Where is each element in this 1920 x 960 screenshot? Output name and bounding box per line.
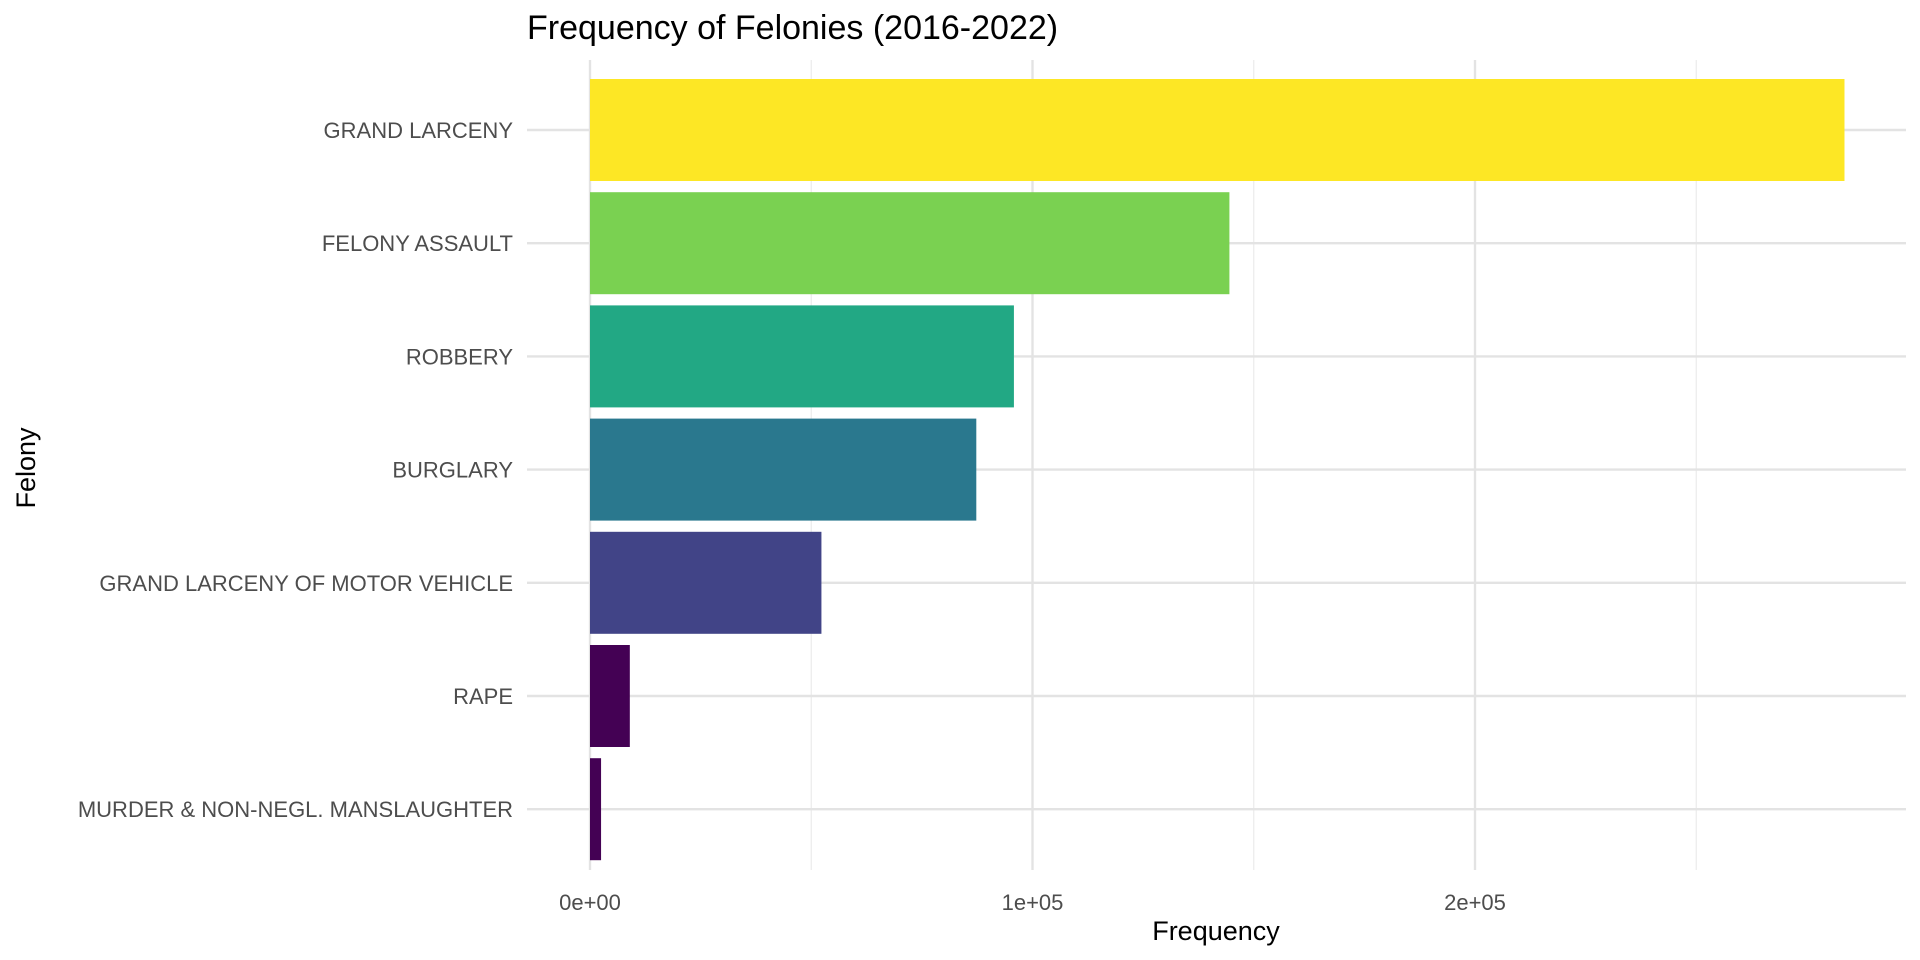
category-label: BURGLARY — [392, 458, 513, 483]
x-tick-label: 1e+05 — [1002, 890, 1064, 915]
category-label: FELONY ASSAULT — [322, 231, 513, 256]
bar-burglary — [590, 418, 977, 521]
bar-rape — [590, 645, 630, 747]
y-axis-title: Felony — [11, 427, 41, 509]
x-tick-label: 0e+00 — [559, 890, 621, 915]
category-label: GRAND LARCENY — [324, 118, 514, 143]
category-labels: GRAND LARCENY FELONY ASSAULT ROBBERY BURGLA… — [78, 118, 513, 822]
category-label: ROBBERY — [406, 344, 514, 369]
chart-title: Frequency of Felonies (2016-2022) — [527, 9, 1058, 47]
bar-grand-larceny — [590, 79, 1845, 181]
x-axis-title: Frequency — [1152, 916, 1280, 946]
x-tick-label: 2e+05 — [1444, 890, 1506, 915]
category-label: RAPE — [453, 684, 513, 709]
bar-robbery — [590, 305, 1014, 408]
category-label: MURDER & NON-NEGL. MANSLAUGHTER — [78, 797, 513, 822]
bar-felony-assault — [590, 192, 1230, 295]
x-tick-labels: 0e+00 1e+05 2e+05 — [559, 890, 1506, 915]
bar-grand-larceny-of-motor-vehicle — [590, 531, 822, 634]
bar-murder-non-negl-manslaughter — [590, 758, 602, 861]
bars — [590, 79, 1845, 861]
category-label: GRAND LARCENY OF MOTOR VEHICLE — [99, 571, 513, 596]
